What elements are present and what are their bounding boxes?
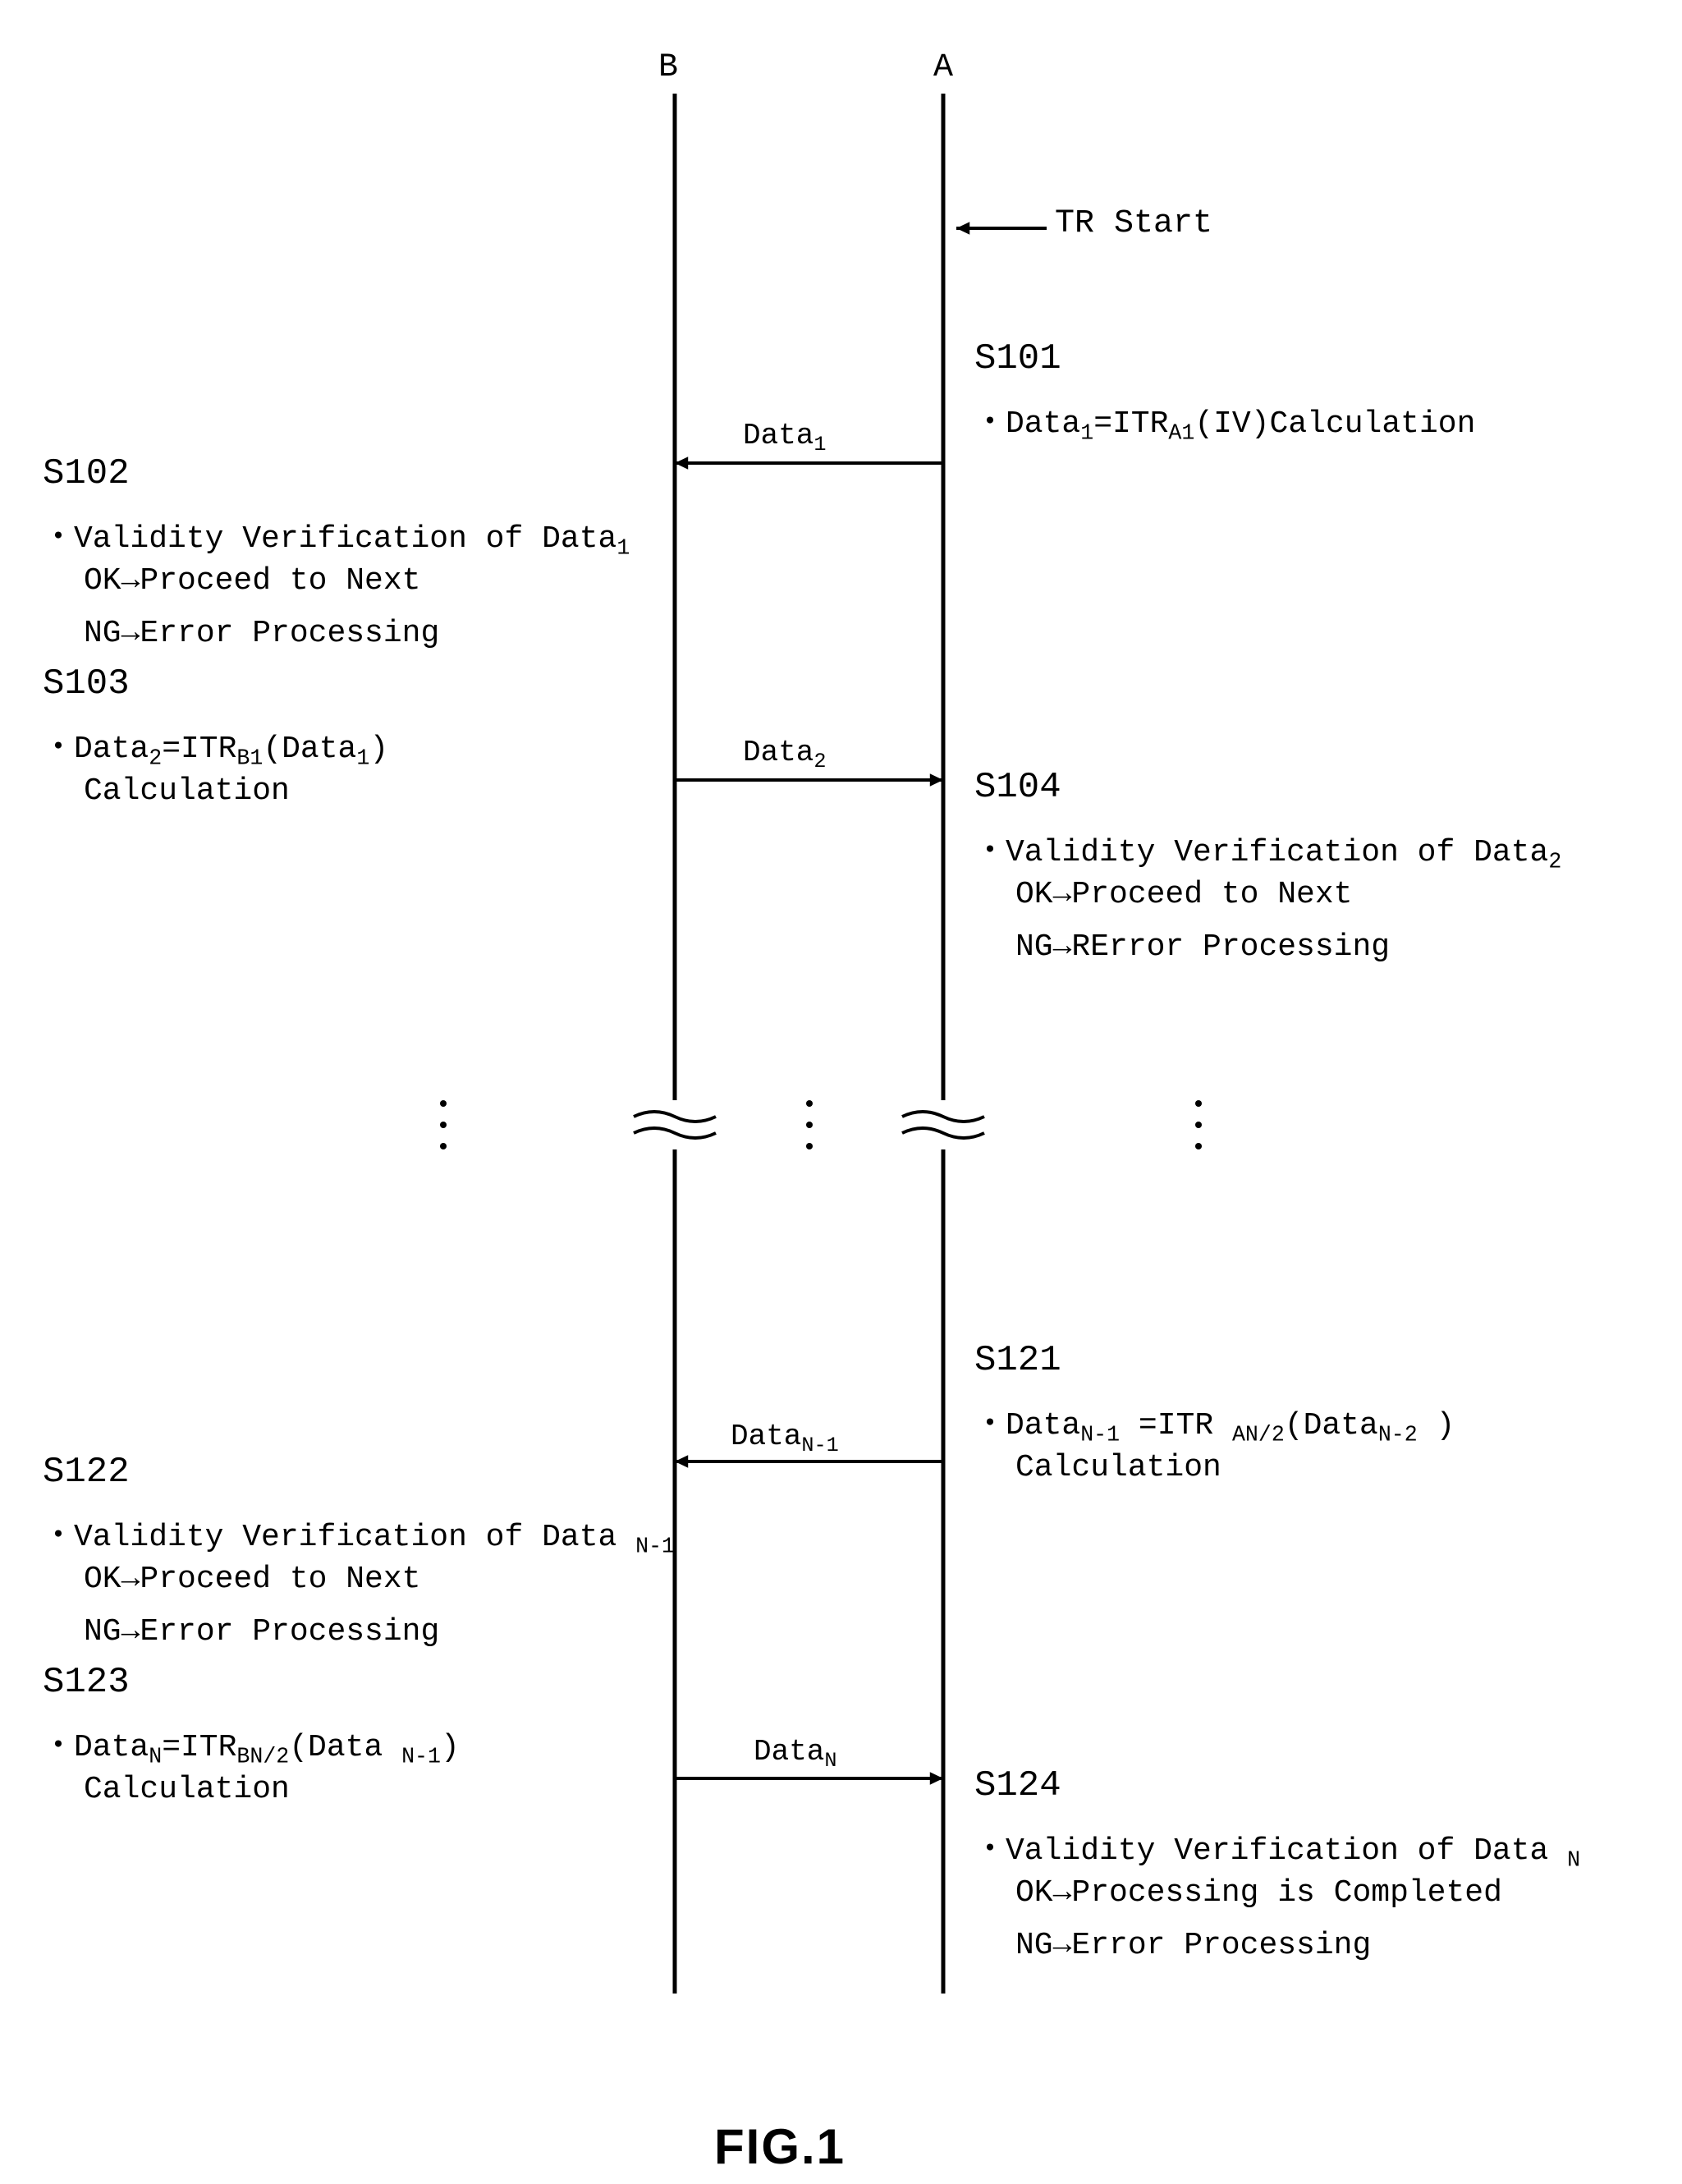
lifeline-label-b: B [658, 49, 678, 86]
step-line-s123-1: Calculation [84, 1772, 290, 1807]
step-line-s102-0: ・Validity Verification of Data1 [43, 511, 630, 561]
step-line-s104-2: NG→RError Processing [1015, 929, 1390, 965]
step-line-s122-1: OK→Proceed to Next [84, 1562, 420, 1597]
step-line-s102-2: NG→Error Processing [84, 616, 439, 651]
step-line-s103-1: Calculation [84, 773, 290, 809]
step-line-s121-1: Calculation [1015, 1450, 1221, 1485]
step-line-s104-0: ・Validity Verification of Data2 [974, 824, 1561, 874]
step-line-s122-2: NG→Error Processing [84, 1614, 439, 1649]
message-label-0: Data1 [743, 419, 827, 457]
step-line-s124-1: OK→Processing is Completed [1015, 1875, 1502, 1911]
step-line-s124-0: ・Validity Verification of Data N [974, 1823, 1580, 1873]
step-line-s123-0: ・DataN=ITRBN/2(Data N-1) [43, 1719, 460, 1769]
step-line-s102-1: OK→Proceed to Next [84, 563, 420, 599]
lifeline-label-a: A [933, 49, 953, 86]
step-line-s104-1: OK→Proceed to Next [1015, 877, 1352, 912]
message-label-2: DataN-1 [731, 1420, 839, 1457]
step-title-s124: S124 [974, 1765, 1061, 1806]
figure-caption: FIG.1 [714, 2118, 846, 2175]
step-title-s103: S103 [43, 663, 130, 704]
step-title-s123: S123 [43, 1662, 130, 1703]
tr-start-label: TR Start [1055, 205, 1212, 242]
step-line-s101-0: ・Data1=ITRA1(IV)Calculation [974, 396, 1475, 446]
message-label-3: DataN [754, 1735, 837, 1773]
step-title-s102: S102 [43, 453, 130, 494]
step-title-s104: S104 [974, 767, 1061, 808]
step-line-s103-0: ・Data2=ITRB1(Data1) [43, 721, 388, 771]
message-label-1: Data2 [743, 736, 827, 773]
step-line-s124-2: NG→Error Processing [1015, 1928, 1371, 1963]
step-title-s101: S101 [974, 338, 1061, 379]
step-line-s121-0: ・DataN-1 =ITR AN/2(DataN-2 ) [974, 1397, 1455, 1448]
step-title-s122: S122 [43, 1452, 130, 1493]
step-title-s121: S121 [974, 1340, 1061, 1381]
step-line-s122-0: ・Validity Verification of Data N-1 [43, 1509, 675, 1559]
